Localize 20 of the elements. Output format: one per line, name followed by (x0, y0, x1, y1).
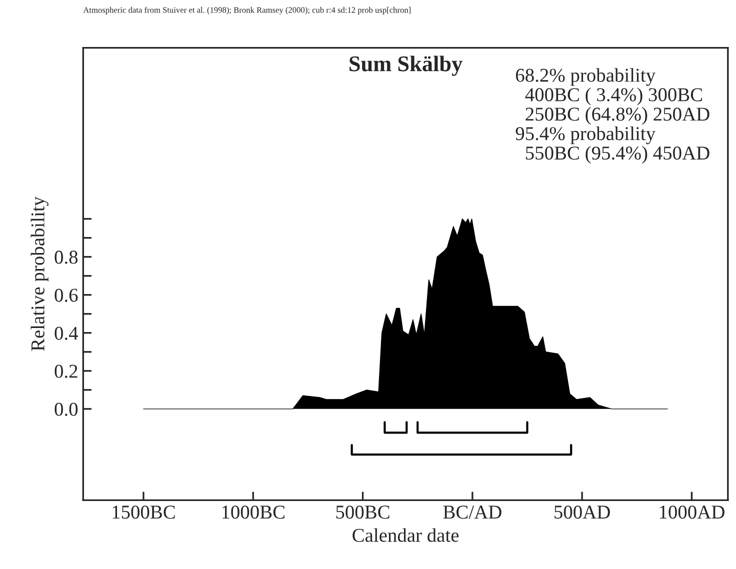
y-tick-label: 0.0 (54, 402, 78, 416)
x-tick-label: 500AD (554, 506, 610, 519)
x-tick-label: 500BC (336, 506, 390, 519)
annotation: 68.2% probability (516, 68, 656, 86)
y-axis-title: Relative probability (30, 196, 48, 351)
x-tick-label: 1500BC (112, 506, 175, 519)
x-axis-title: Calendar date (352, 528, 459, 542)
x-tick-label: 1000BC (222, 506, 284, 519)
y-tick-label: 0.8 (54, 250, 78, 264)
chart-title: Sum Skälby (350, 56, 462, 76)
annotation: 95.4% probability (516, 126, 656, 144)
x-tick-label: 1000AD (660, 506, 724, 519)
y-tick-label: 0.4 (54, 326, 78, 340)
annotation: 250BC (64.8%) 250AD (526, 107, 710, 125)
annotation: 400BC ( 3.4%) 300BC (525, 88, 702, 106)
text: Atmospheric data from Stuiver et al. (1998); Bronk Ramsey (2000); cub r:4 sd:12 prob usp[chron] (83, 6, 410, 14)
y-tick-label: 0.2 (54, 364, 78, 378)
y-tick-label: 0.6 (54, 288, 78, 302)
annotation: 550BC (95.4%) 450AD (526, 146, 710, 164)
x-tick-label: BC/AD (443, 506, 502, 519)
